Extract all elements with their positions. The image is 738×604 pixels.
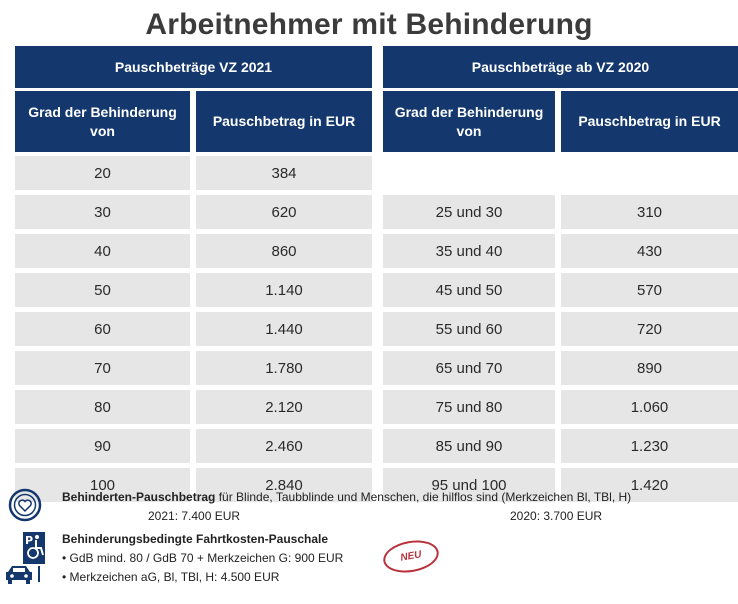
table-cell: 430 (561, 234, 738, 268)
table-cell: 70 (15, 351, 190, 385)
table-cell: 1.230 (561, 429, 738, 463)
table-cell: 60 (15, 312, 190, 346)
wheelchair-parking-icon: P (23, 532, 45, 564)
table-cell: 20 (15, 156, 190, 190)
travel-bullet-2: • Merkzeichen aG, Bl, TBl, H: 4.500 EUR (62, 570, 280, 584)
svg-text:P: P (25, 534, 33, 547)
table-cell: 50 (15, 273, 190, 307)
right-col2-header: Pauschbetrag in EUR (561, 91, 738, 152)
right-col1-header: Grad der Behinderung von (383, 91, 555, 152)
left-col2-header: Pauschbetrag in EUR (196, 91, 372, 152)
table-cell: 2.120 (196, 390, 372, 424)
table-cell: 2.840 (196, 468, 372, 502)
table-cell: 720 (561, 312, 738, 346)
car-icon (6, 566, 32, 584)
table-cell: 75 und 80 (383, 390, 555, 424)
left-col1-header: Grad der Behinderung von (15, 91, 190, 152)
table-cell: 85 und 90 (383, 429, 555, 463)
disability-allowance-text: Behinderten-Pauschbetrag für Blinde, Tau… (62, 490, 631, 504)
table-cell: 1.140 (196, 273, 372, 307)
table-cell: 45 und 50 (383, 273, 555, 307)
table-cell: 1.060 (561, 390, 738, 424)
table-cell: 384 (196, 156, 372, 190)
table-cell: 100 (15, 468, 190, 502)
table-cell: 65 und 70 (383, 351, 555, 385)
table-cell: 2.460 (196, 429, 372, 463)
table-cell: 40 (15, 234, 190, 268)
table-cell: 570 (561, 273, 738, 307)
travel-allowance-title: Behinderungsbedingte Fahrtkosten-Pauscha… (62, 532, 329, 546)
table-cell: 25 und 30 (383, 195, 555, 229)
new-badge: NEU (380, 536, 442, 577)
page-title: Arbeitnehmer mit Behinderung (145, 8, 593, 41)
table-cell: 310 (561, 195, 738, 229)
coin-heart-icon (8, 488, 42, 522)
left-group-header: Pauschbeträge VZ 2021 (15, 46, 372, 88)
table-cell: 80 (15, 390, 190, 424)
table-cell: 30 (15, 195, 190, 229)
table-cell: 1.780 (196, 351, 372, 385)
table-cell: 55 und 60 (383, 312, 555, 346)
amount-2020: 2020: 3.700 EUR (510, 509, 603, 523)
table-cell: 95 und 100 (383, 468, 555, 502)
table-cell: 90 (15, 429, 190, 463)
table-cell: 860 (196, 234, 372, 268)
amount-2021: 2021: 7.400 EUR (148, 509, 241, 523)
table-cell: 1.440 (196, 312, 372, 346)
disability-allowance-label: Behinderten-Pauschbetrag (62, 490, 216, 504)
disability-allowance-desc: für Blinde, Taubblinde und Menschen, die… (215, 490, 632, 504)
table-cell: 1.420 (561, 468, 738, 502)
info-bar-icon (38, 566, 40, 582)
table-cell: 35 und 40 (383, 234, 555, 268)
right-group-header: Pauschbeträge ab VZ 2020 (383, 46, 738, 88)
table-cell: 620 (196, 195, 372, 229)
table-cell: 890 (561, 351, 738, 385)
travel-bullet-1: • GdB mind. 80 / GdB 70 + Merkzeichen G:… (62, 551, 344, 565)
